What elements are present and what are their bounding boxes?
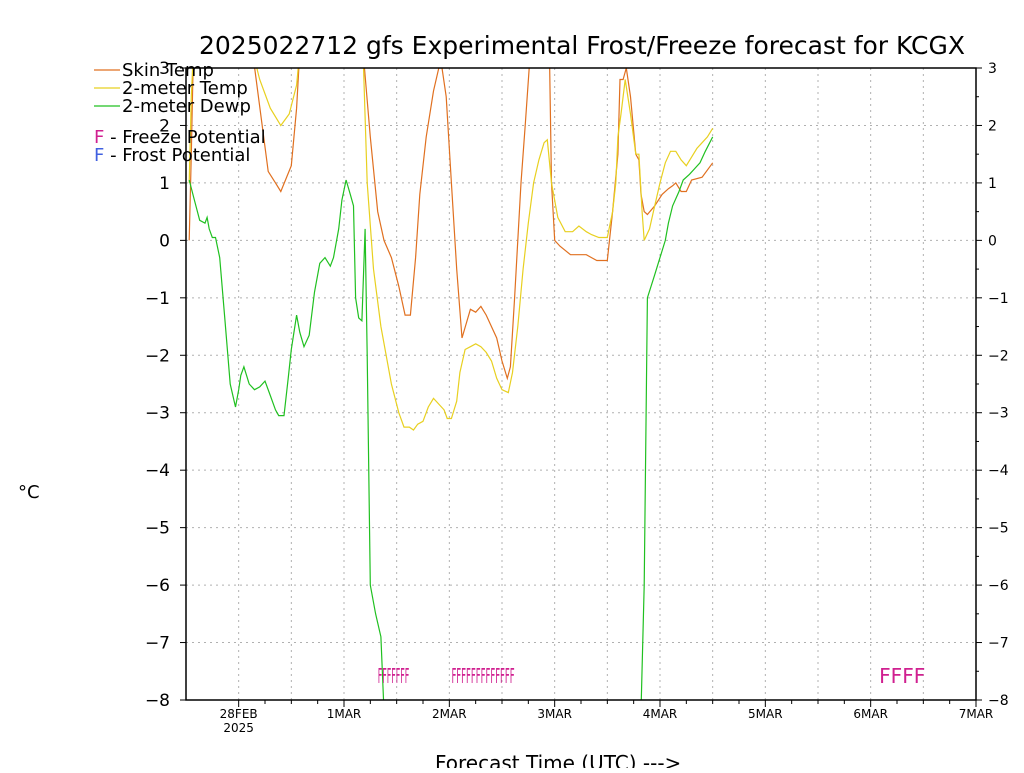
y-tick-label-left: 0 — [159, 231, 170, 251]
y-tick-label-left: 1 — [159, 174, 170, 194]
x-tick-label: 2MAR — [432, 707, 467, 721]
y-tick-label-right: −3 — [988, 406, 1009, 422]
y-axis-ticks: −8 −8 −7 −7 −6 −6 −5 −5 −4 −4 −3 −3 −2 −2 −1 −1 0 0 1 1 2 2 3 3 — [145, 59, 1009, 711]
y-tick-label-left: −7 — [145, 634, 170, 654]
y-tick-label-left: 2 — [159, 116, 170, 136]
y-tick-label-left: −3 — [145, 404, 170, 424]
y-tick-label-right: 3 — [988, 61, 997, 77]
y-tick-label-right: 0 — [988, 233, 997, 249]
freeze-flag-group: FFFF — [879, 664, 925, 688]
y-tick-label-right: −1 — [988, 291, 1009, 307]
series-line-1 — [188, 68, 714, 381]
potential-letter: F — [94, 127, 104, 148]
freeze-flag-group: FFFFFFF — [378, 664, 410, 688]
y-tick-label-left: −1 — [145, 289, 170, 309]
potential-text: - Frost Potential — [104, 145, 250, 166]
potential-letter: F — [94, 145, 104, 166]
y-tick-label-right: −7 — [988, 636, 1009, 652]
y-axis-label: °C — [18, 482, 40, 503]
x-tick-label: 1MAR — [327, 707, 362, 721]
chart-title: 2025022712 gfs Experimental Frost/Freeze… — [199, 31, 965, 60]
freeze-flags: FFFFFFF FFFFFFFFFFFFF FFFF — [378, 664, 926, 688]
x-tick-sublabel: 2025 — [223, 721, 254, 735]
y-tick-label-right: −6 — [988, 578, 1009, 594]
series-lines — [188, 68, 714, 700]
x-tick-label: 5MAR — [748, 707, 783, 721]
y-tick-label-left: −8 — [145, 691, 170, 711]
plot-frame — [185, 67, 977, 701]
legend-label: Skin Temp — [122, 60, 214, 81]
potential-legend-item: F - Freeze Potential — [94, 127, 266, 148]
series-line-2 — [188, 68, 714, 431]
series-line-3 — [188, 136, 714, 700]
x-tick-label: 7MAR — [959, 707, 994, 721]
x-tick-label: 3MAR — [537, 707, 572, 721]
y-tick-label-left: −5 — [145, 519, 170, 539]
x-tick-label: 6MAR — [853, 707, 888, 721]
y-tick-label-right: 1 — [988, 176, 997, 192]
potential-text: - Freeze Potential — [104, 127, 265, 148]
legend-label: 2-meter Dewp — [122, 96, 251, 117]
legend-label: 2-meter Temp — [122, 78, 248, 99]
y-tick-label-left: 3 — [159, 59, 170, 79]
potential-legend-item: F - Frost Potential — [94, 145, 250, 166]
y-tick-label-left: −6 — [145, 576, 170, 596]
freeze-flag-group: FFFFFFFFFFFFF — [451, 664, 514, 688]
grid-lines — [186, 68, 976, 700]
y-tick-label-right: −4 — [988, 463, 1009, 479]
y-tick-label-right: −5 — [988, 521, 1009, 537]
y-tick-label-right: 2 — [988, 118, 997, 134]
x-tick-label: 4MAR — [643, 707, 678, 721]
x-axis-label: Forecast Time (UTC) ---> — [435, 751, 681, 768]
y-tick-label-right: −2 — [988, 348, 1009, 364]
x-tick-label: 28FEB — [220, 707, 258, 721]
y-tick-label-right: −8 — [988, 693, 1009, 709]
y-tick-label-left: −2 — [145, 346, 170, 366]
y-tick-label-left: −4 — [145, 461, 170, 481]
